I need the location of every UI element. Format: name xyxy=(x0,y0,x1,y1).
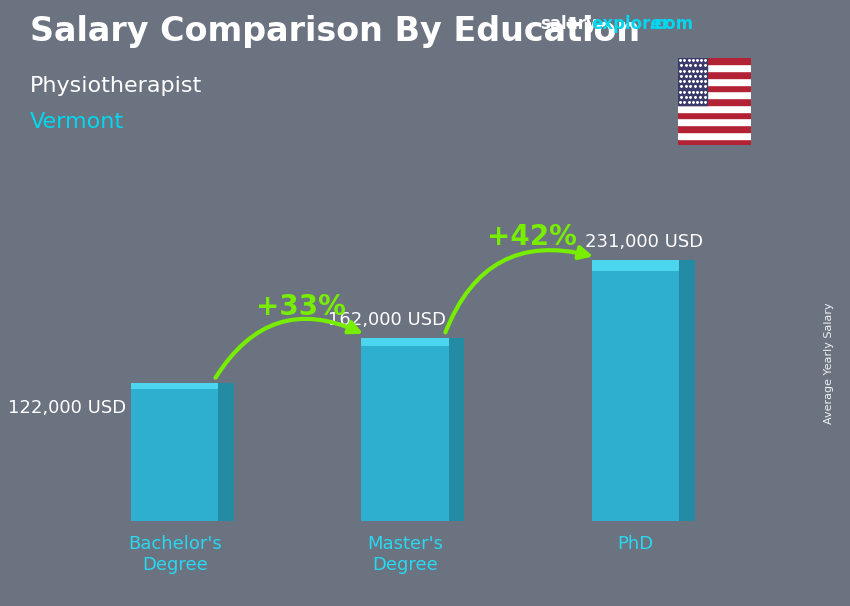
Bar xyxy=(678,58,751,64)
Text: 231,000 USD: 231,000 USD xyxy=(585,233,703,251)
Bar xyxy=(678,85,751,92)
Text: +33%: +33% xyxy=(257,293,346,321)
Text: +42%: +42% xyxy=(487,223,576,251)
Bar xyxy=(592,261,679,271)
Bar xyxy=(678,118,751,125)
Bar xyxy=(678,139,751,145)
Bar xyxy=(678,92,751,98)
Text: Vermont: Vermont xyxy=(30,112,124,132)
Bar xyxy=(678,78,751,85)
Bar xyxy=(678,132,751,139)
Bar xyxy=(678,71,751,78)
Text: Salary Comparison By Education: Salary Comparison By Education xyxy=(30,15,640,48)
Text: Average Yearly Salary: Average Yearly Salary xyxy=(824,303,834,424)
Bar xyxy=(131,384,218,521)
Bar xyxy=(592,261,679,521)
Text: 162,000 USD: 162,000 USD xyxy=(328,311,446,329)
Bar xyxy=(361,338,449,345)
Text: .com: .com xyxy=(649,15,694,33)
Text: explorer: explorer xyxy=(591,15,670,33)
Bar xyxy=(218,384,235,521)
Bar xyxy=(678,64,751,71)
Bar xyxy=(678,125,751,132)
Bar xyxy=(678,112,751,118)
Bar xyxy=(449,338,464,521)
Text: 122,000 USD: 122,000 USD xyxy=(8,399,127,418)
Bar xyxy=(678,105,751,112)
Bar xyxy=(679,261,694,521)
Bar xyxy=(361,338,449,521)
Bar xyxy=(131,384,218,389)
Text: salary: salary xyxy=(540,15,597,33)
Bar xyxy=(678,98,751,105)
Bar xyxy=(678,58,707,105)
Text: Physiotherapist: Physiotherapist xyxy=(30,76,202,96)
